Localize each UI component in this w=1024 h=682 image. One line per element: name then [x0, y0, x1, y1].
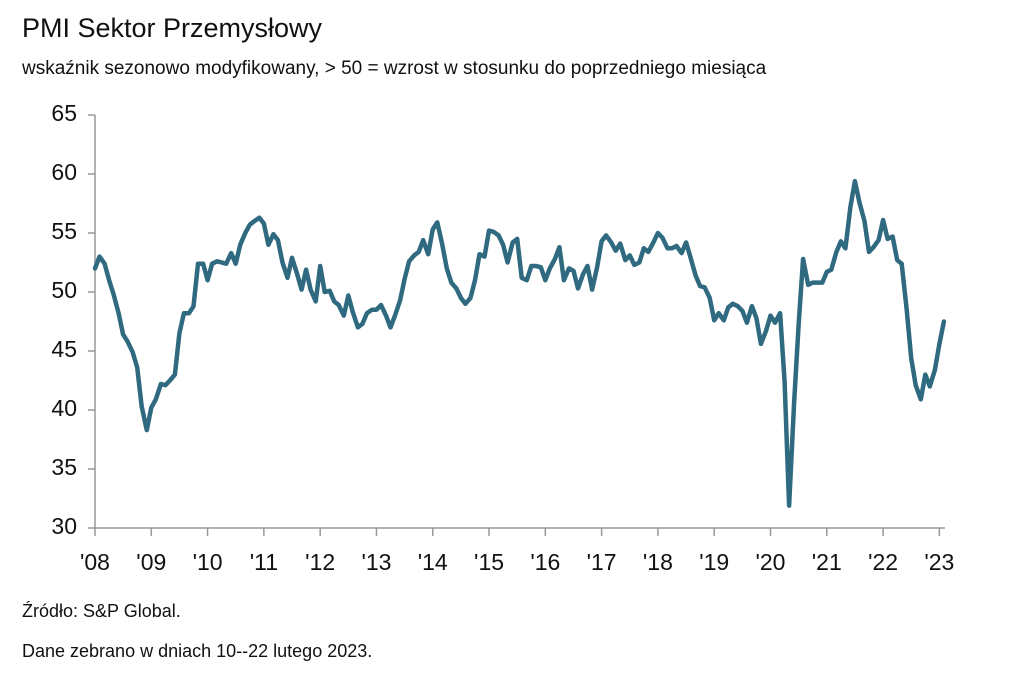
y-tick-label: 45 [51, 336, 77, 362]
x-tick-label: '14 [418, 549, 448, 575]
x-tick-label: '13 [361, 549, 391, 575]
y-tick-label: 60 [51, 159, 77, 185]
line [92, 178, 947, 508]
x-tick-label: '10 [193, 549, 223, 575]
x-tick-label: '15 [474, 549, 504, 575]
y-tick-label: 30 [51, 513, 77, 539]
x-tick-label: '18 [643, 549, 673, 575]
source-note: Źródło: S&P Global. [22, 601, 181, 621]
x-tick-label: '19 [699, 549, 729, 575]
x-tick-label: '23 [924, 549, 954, 575]
x-tick-label: '12 [305, 549, 335, 575]
date-note: Dane zebrano w dniach 10--22 lutego 2023… [22, 641, 372, 661]
y-tick-label: 50 [51, 277, 77, 303]
y-tick-label: 65 [51, 100, 77, 126]
y-tick-label: 35 [51, 454, 77, 480]
x-tick-label: '17 [587, 549, 617, 575]
chart-title: PMI Sektor Przemysłowy [22, 13, 323, 43]
x-tick-label: '08 [80, 549, 110, 575]
x-tick-label: '20 [756, 549, 786, 575]
x-tick-label: '09 [136, 549, 166, 575]
x-tick-label: '16 [530, 549, 560, 575]
x-tick-label: '11 [250, 549, 278, 575]
chart-subtitle: wskaźnik sezonowo modyfikowany, > 50 = w… [21, 58, 767, 79]
x-tick-label: '22 [868, 549, 898, 575]
y-tick-label: 55 [51, 218, 77, 244]
y-tick-label: 40 [51, 395, 77, 421]
x-tick-label: '21 [812, 549, 842, 575]
